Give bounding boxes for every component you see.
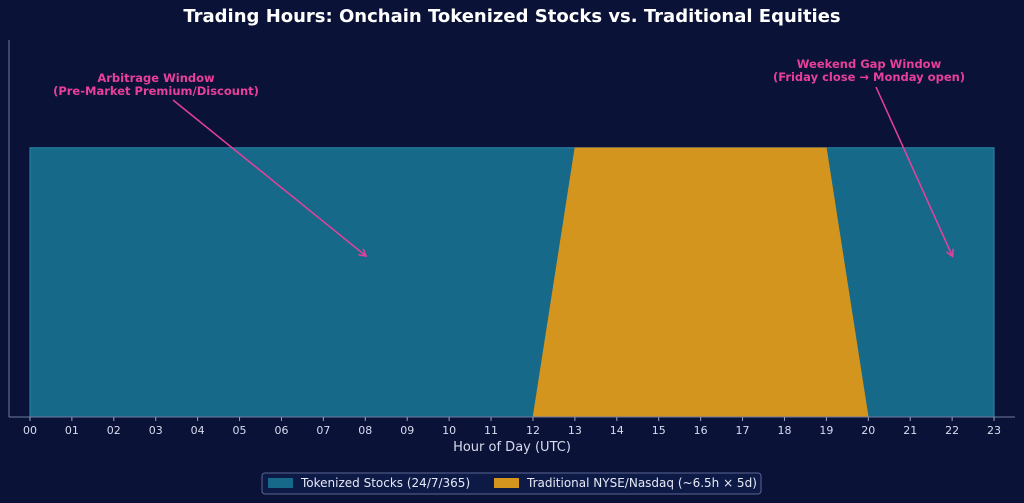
x-tick-label: 06 — [274, 424, 288, 437]
x-tick-label: 07 — [316, 424, 330, 437]
legend-label-traditional: Traditional NYSE/Nasdaq (~6.5h × 5d) — [526, 476, 757, 490]
annotation-arrow — [875, 86, 952, 255]
annotation-weekend-gap: Weekend Gap Window(Friday close → Monday… — [773, 57, 965, 255]
x-tick-label: 22 — [945, 424, 959, 437]
x-axis: 00 01 02 03 04 05 06 07 08 09 10 11 12 13 14 15 16 17 18 19… — [8, 40, 1015, 437]
x-tick-label: 05 — [233, 424, 247, 437]
x-tick-label: 19 — [819, 424, 833, 437]
x-axis-label: Hour of Day (UTC) — [453, 440, 571, 455]
x-tick-label: 04 — [191, 424, 205, 437]
x-tick-label: 00 — [23, 424, 37, 437]
x-tick-label: 21 — [903, 424, 917, 437]
x-tick-label: 01 — [65, 424, 79, 437]
annotation-text: Weekend Gap Window — [797, 57, 942, 71]
annotation-text: (Pre-Market Premium/Discount) — [53, 84, 259, 98]
annotation-arrow — [172, 99, 365, 255]
x-tick-label: 10 — [442, 424, 456, 437]
annotation-text: (Friday close → Monday open) — [773, 70, 965, 84]
x-tick-label: 18 — [777, 424, 791, 437]
x-tick-label: 03 — [149, 424, 163, 437]
chart-title: Trading Hours: Onchain Tokenized Stocks … — [183, 6, 840, 27]
x-tick-label: 11 — [484, 424, 498, 437]
legend-swatch-traditional — [494, 478, 519, 488]
x-tick-label: 02 — [107, 424, 121, 437]
x-tick-label: 16 — [694, 424, 708, 437]
legend: Tokenized Stocks (24/7/365) Traditional … — [261, 472, 762, 495]
annotation-arbitrage-window: Arbitrage Window(Pre-Market Premium/Disc… — [53, 71, 365, 255]
annotations: Arbitrage Window(Pre-Market Premium/Disc… — [53, 57, 965, 255]
x-tick-label: 17 — [736, 424, 750, 437]
legend-label-tokenized: Tokenized Stocks (24/7/365) — [300, 476, 470, 490]
x-tick-label: 08 — [358, 424, 372, 437]
annotation-text: Arbitrage Window — [97, 71, 215, 85]
x-tick-label: 09 — [400, 424, 414, 437]
x-tick-label: 20 — [861, 424, 875, 437]
x-tick-label: 12 — [526, 424, 540, 437]
x-tick-label: 23 — [987, 424, 1001, 437]
legend-swatch-tokenized — [268, 478, 293, 488]
x-tick-label: 13 — [568, 424, 582, 437]
x-tick-label: 15 — [652, 424, 666, 437]
plot-area — [29, 147, 995, 418]
x-tick-label: 14 — [610, 424, 624, 437]
